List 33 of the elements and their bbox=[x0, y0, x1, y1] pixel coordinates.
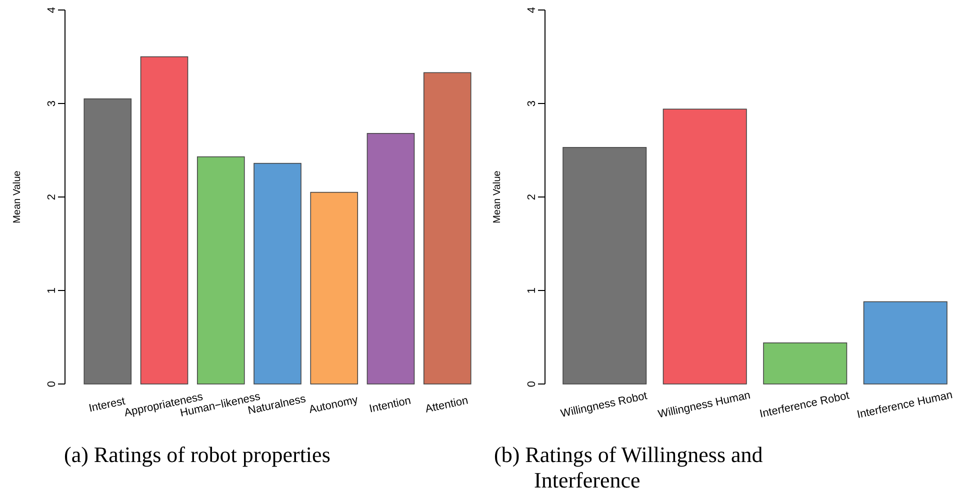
y-tick-label: 1 bbox=[526, 287, 538, 294]
bar bbox=[863, 301, 948, 384]
bar bbox=[196, 156, 245, 384]
y-tick-label: 4 bbox=[526, 6, 538, 14]
x-tick-label: Interference Human bbox=[856, 389, 954, 422]
y-tick-label: 3 bbox=[46, 100, 58, 107]
text: (a) Ratings of robot properties bbox=[64, 442, 330, 467]
y-tick-label: 2 bbox=[526, 194, 538, 200]
x-tick-label: Intention bbox=[368, 394, 412, 416]
text: (b) Ratings of Willingness and Interference bbox=[494, 442, 763, 492]
bar bbox=[763, 342, 848, 384]
y-tick-label: 4 bbox=[46, 6, 58, 14]
x-tick-label: Autonomy bbox=[308, 394, 360, 416]
x-tick-label: Interference Robot bbox=[758, 390, 850, 420]
x-tick-label: Willingness Robot bbox=[560, 390, 648, 420]
bar bbox=[562, 147, 647, 384]
y-tick-label: 2 bbox=[46, 194, 58, 200]
x-tick-label: Attention bbox=[424, 394, 470, 416]
bar bbox=[662, 108, 747, 384]
y-tick-label: 3 bbox=[526, 100, 538, 107]
x-tick-label: Interest bbox=[88, 395, 126, 415]
bar bbox=[310, 192, 358, 384]
y-axis-title: Mean Value bbox=[492, 170, 503, 224]
y-axis-title: Mean Value bbox=[12, 170, 23, 224]
y-tick-label: 0 bbox=[526, 380, 538, 388]
bar bbox=[140, 56, 188, 384]
y-tick-label: 1 bbox=[46, 287, 58, 294]
x-tick-label: Willingness Human bbox=[656, 389, 752, 421]
bar bbox=[423, 72, 472, 384]
bar bbox=[254, 162, 302, 384]
y-tick-label: 0 bbox=[46, 380, 58, 388]
bar bbox=[366, 133, 415, 384]
bar bbox=[84, 98, 132, 384]
